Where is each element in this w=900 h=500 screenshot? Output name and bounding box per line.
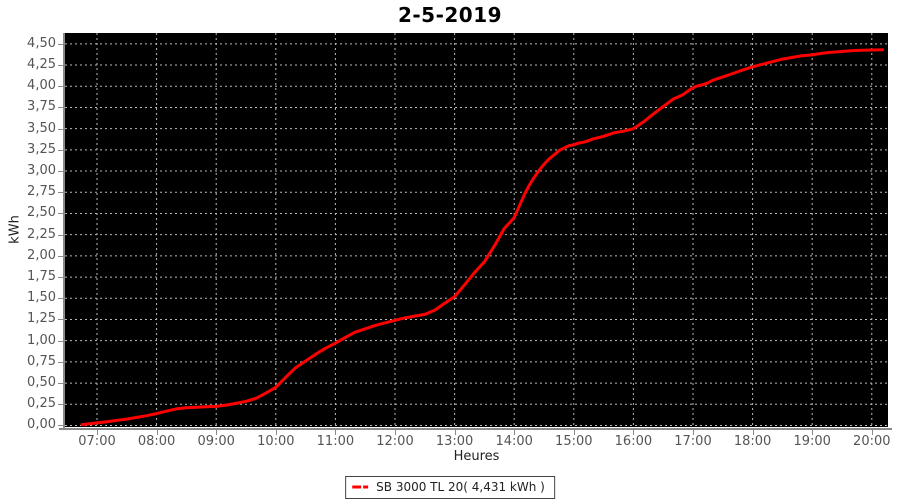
y-tick-mark	[58, 86, 63, 88]
y-axis-line	[63, 33, 65, 428]
x-tick-label: 19:00	[793, 434, 831, 449]
y-tick-label: 0,50	[27, 375, 56, 391]
x-tick-label: 08:00	[137, 434, 176, 449]
y-tick-label: 2,25	[27, 226, 56, 242]
plot-canvas	[65, 33, 888, 427]
y-tick-mark	[58, 213, 63, 215]
y-tick-label: 0,75	[27, 353, 56, 369]
y-tick-mark	[58, 361, 63, 363]
x-tick-label: 07:00	[78, 434, 116, 449]
chart-title: 2-5-2019	[397, 3, 503, 27]
x-tick-mark	[394, 430, 396, 435]
y-tick-label: 2,00	[27, 247, 56, 263]
x-axis-line	[59, 428, 892, 430]
x-tick-mark	[97, 430, 98, 435]
y-tick-label: 3,75	[27, 99, 56, 115]
y-tick-label: 1,00	[27, 332, 56, 348]
x-tick-label: 15:00	[555, 434, 593, 449]
y-tick-label: 2,75	[27, 184, 56, 200]
legend: SB 3000 TL 20( 4,431 kWh )	[345, 476, 555, 499]
x-tick-mark	[633, 430, 635, 435]
x-tick-label: 18:00	[733, 434, 772, 449]
y-tick-label: 1,50	[27, 290, 56, 306]
y-tick-label: 4,00	[27, 78, 56, 94]
y-tick-label: 4,50	[27, 35, 56, 51]
x-tick-mark	[454, 430, 456, 435]
y-tick-mark	[58, 383, 63, 385]
y-tick-mark	[58, 425, 63, 427]
x-tick-mark	[216, 430, 218, 435]
x-tick-mark	[514, 430, 516, 435]
x-tick-label: 16:00	[614, 434, 653, 449]
y-tick-mark	[58, 404, 63, 406]
x-tick-mark	[275, 430, 277, 435]
y-tick-mark	[58, 255, 63, 257]
y-tick-mark	[58, 65, 63, 67]
x-tick-mark	[156, 430, 158, 435]
y-tick-label: 2,50	[27, 205, 56, 221]
y-tick-label: 0,25	[27, 396, 56, 412]
x-tick-label: 09:00	[197, 434, 235, 449]
plot-area	[65, 33, 888, 427]
x-tick-mark	[752, 430, 754, 435]
x-tick-label: 12:00	[376, 434, 414, 449]
x-tick-mark	[812, 430, 814, 435]
y-tick-mark	[58, 192, 63, 194]
x-tick-mark	[871, 430, 873, 435]
y-tick-mark	[58, 128, 63, 130]
y-tick-label: 1,25	[27, 311, 56, 327]
x-tick-mark	[335, 430, 337, 435]
y-tick-label: 3,50	[27, 120, 56, 136]
legend-label: SB 3000 TL 20( 4,431 kWh )	[376, 480, 545, 494]
x-tick-mark	[573, 430, 575, 435]
x-tick-label: 13:00	[435, 434, 474, 449]
y-tick-label: 1,75	[27, 269, 56, 285]
x-tick-label: 20:00	[853, 434, 891, 449]
y-tick-mark	[58, 340, 63, 342]
x-tick-mark	[692, 430, 694, 435]
y-tick-mark	[58, 43, 63, 45]
y-tick-mark	[58, 277, 63, 279]
y-tick-mark	[58, 319, 63, 321]
y-tick-mark	[58, 171, 63, 173]
x-tick-label: 17:00	[674, 434, 712, 449]
y-tick-mark	[58, 107, 63, 109]
y-tick-mark	[58, 149, 63, 151]
y-tick-label: 3,00	[27, 163, 56, 179]
y-tick-mark	[58, 234, 63, 236]
y-tick-label: 4,25	[27, 57, 56, 73]
x-tick-label: 14:00	[495, 434, 533, 449]
y-tick-label: 0,00	[27, 417, 56, 433]
series-line	[80, 48, 884, 427]
y-tick-mark	[58, 298, 63, 300]
legend-line-marker	[352, 485, 372, 489]
y-tick-label: 3,25	[27, 141, 56, 157]
x-tick-label: 11:00	[316, 434, 355, 449]
x-tick-label: 10:00	[257, 434, 295, 449]
x-axis-title: Heures	[453, 449, 500, 464]
